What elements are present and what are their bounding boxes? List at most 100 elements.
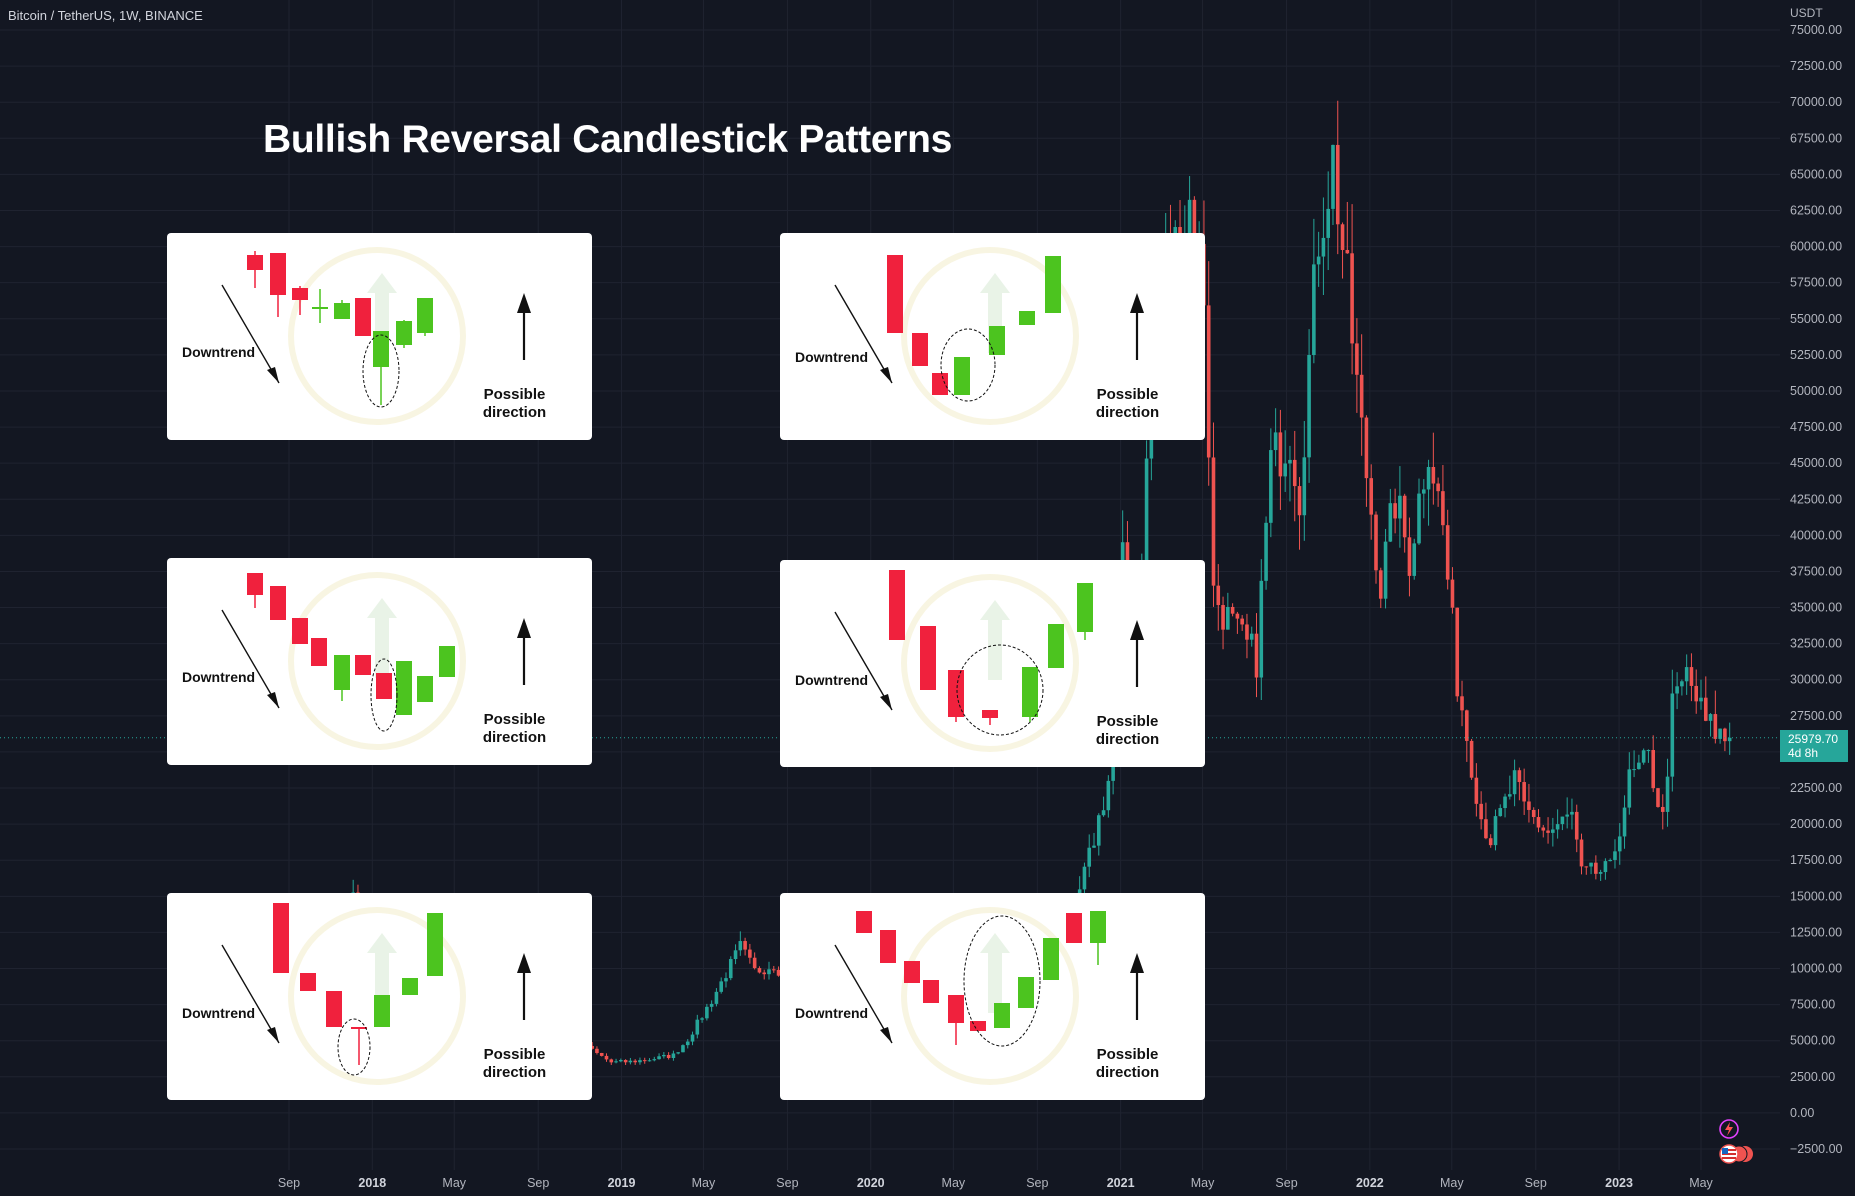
time-tick-label: 2023 [1605, 1176, 1633, 1190]
candle-body [690, 1034, 695, 1042]
candle-body [1297, 486, 1302, 516]
candle-body [1369, 478, 1374, 515]
up-arrow-head [517, 618, 531, 638]
candle-body [1689, 667, 1694, 686]
candle-body [1517, 770, 1522, 783]
pattern-candle-body [417, 298, 433, 333]
pattern-candle-body [1018, 977, 1034, 1008]
candle-body [657, 1056, 661, 1060]
candle-body [1412, 543, 1417, 576]
candle-body [1359, 374, 1364, 418]
candle-body [662, 1054, 666, 1057]
pattern-card-hammer: Downtrend Possible direction [167, 233, 592, 440]
candle-body [1660, 806, 1665, 812]
time-tick-label: Sep [1525, 1176, 1547, 1190]
highlight-ellipse [337, 1018, 371, 1076]
price-tick-label: 32500.00 [1790, 637, 1842, 651]
up-arrow-head [517, 293, 531, 313]
pattern-candle-body [1090, 911, 1106, 943]
us-flag-icon[interactable] [1718, 1143, 1758, 1165]
pattern-candle-body [932, 373, 948, 395]
price-tick-label: 0.00 [1790, 1106, 1814, 1120]
candle-body [1584, 866, 1589, 868]
lightning-icon[interactable] [1718, 1118, 1740, 1140]
symbol-header[interactable]: Bitcoin / TetherUS, 1W, BINANCE [8, 8, 203, 23]
price-tick-label: 35000.00 [1790, 601, 1842, 615]
time-tick-label: 2022 [1356, 1176, 1384, 1190]
candle-body [1316, 256, 1321, 265]
candle-body [1555, 824, 1560, 830]
candle-body [1407, 537, 1412, 576]
candle-body [1560, 816, 1565, 825]
candle-body [1508, 794, 1512, 797]
candle-body [1378, 570, 1383, 599]
downtrend-arrow [834, 284, 893, 384]
candle-body [1211, 457, 1216, 586]
candle-body [590, 1046, 594, 1049]
pattern-candle-body [396, 661, 412, 715]
candle-body [1708, 714, 1713, 721]
price-tick-label: 27500.00 [1790, 709, 1842, 723]
candle-body [1541, 827, 1546, 831]
time-tick-label: 2019 [608, 1176, 636, 1190]
pattern-candle-body [351, 1027, 367, 1029]
candle-body [1493, 816, 1498, 846]
pattern-candle-body [300, 973, 316, 991]
candle-body [1465, 710, 1469, 741]
candle-body [623, 1059, 628, 1063]
pattern-candle-body [904, 961, 920, 983]
candle-body [1273, 432, 1278, 451]
pattern-candle-body [439, 646, 455, 677]
time-tick-label: May [1440, 1176, 1464, 1190]
candle-body [1350, 253, 1354, 344]
watermark-ring [901, 907, 1079, 1085]
candle-body [1680, 681, 1684, 687]
highlight-ellipse [940, 328, 996, 402]
candle-body [1312, 264, 1316, 355]
candle-body [1264, 522, 1268, 581]
downtrend-arrow [221, 284, 280, 384]
pattern-candle-body [273, 903, 289, 973]
up-arrow-head [1130, 620, 1144, 640]
watermark-arrow [367, 598, 397, 678]
price-tick-label: 15000.00 [1790, 889, 1842, 903]
price-tick-label: 12500.00 [1790, 925, 1842, 939]
up-arrow-head [517, 953, 531, 973]
pattern-candle-body [247, 255, 263, 270]
price-tick-label: 7500.00 [1790, 998, 1835, 1012]
highlight-ellipse [370, 658, 398, 732]
candle-body [719, 981, 724, 992]
candle-body [738, 941, 743, 951]
highlight-ellipse [362, 334, 400, 408]
pattern-card-bullish-engulfing: Downtrend Possible direction [780, 893, 1205, 1100]
candle-body [676, 1052, 680, 1054]
candle-body [1417, 493, 1421, 544]
pattern-candle-body [1043, 938, 1059, 980]
candle-body [1455, 607, 1460, 697]
candle-body [1254, 633, 1259, 678]
watermark-ring [288, 247, 466, 425]
candle-body [767, 969, 771, 975]
candle-body [1598, 872, 1603, 874]
candle-body [1522, 782, 1526, 802]
candle-body [642, 1060, 647, 1062]
pattern-candle-body [970, 1021, 986, 1031]
pattern-candle-body [880, 930, 896, 963]
pattern-candle-body [270, 253, 286, 295]
price-tick-label: 60000.00 [1790, 240, 1842, 254]
pattern-candle-body [355, 298, 371, 336]
pattern-candle-body [989, 326, 1005, 355]
candle-body [638, 1060, 642, 1063]
candle-body [1393, 503, 1397, 519]
price-tick-label: 67500.00 [1790, 131, 1842, 145]
candle-body [1355, 343, 1359, 375]
time-tick-label: Sep [278, 1176, 300, 1190]
pattern-candle-body [312, 307, 328, 309]
bar-countdown: 4d 8h [1788, 746, 1819, 760]
last-price-value: 25979.70 [1788, 732, 1839, 746]
time-tick-label: May [942, 1176, 966, 1190]
candle-body [1718, 728, 1722, 739]
watermark-arrow [980, 600, 1010, 680]
candle-body [1226, 606, 1230, 630]
candle-body [1656, 788, 1660, 807]
